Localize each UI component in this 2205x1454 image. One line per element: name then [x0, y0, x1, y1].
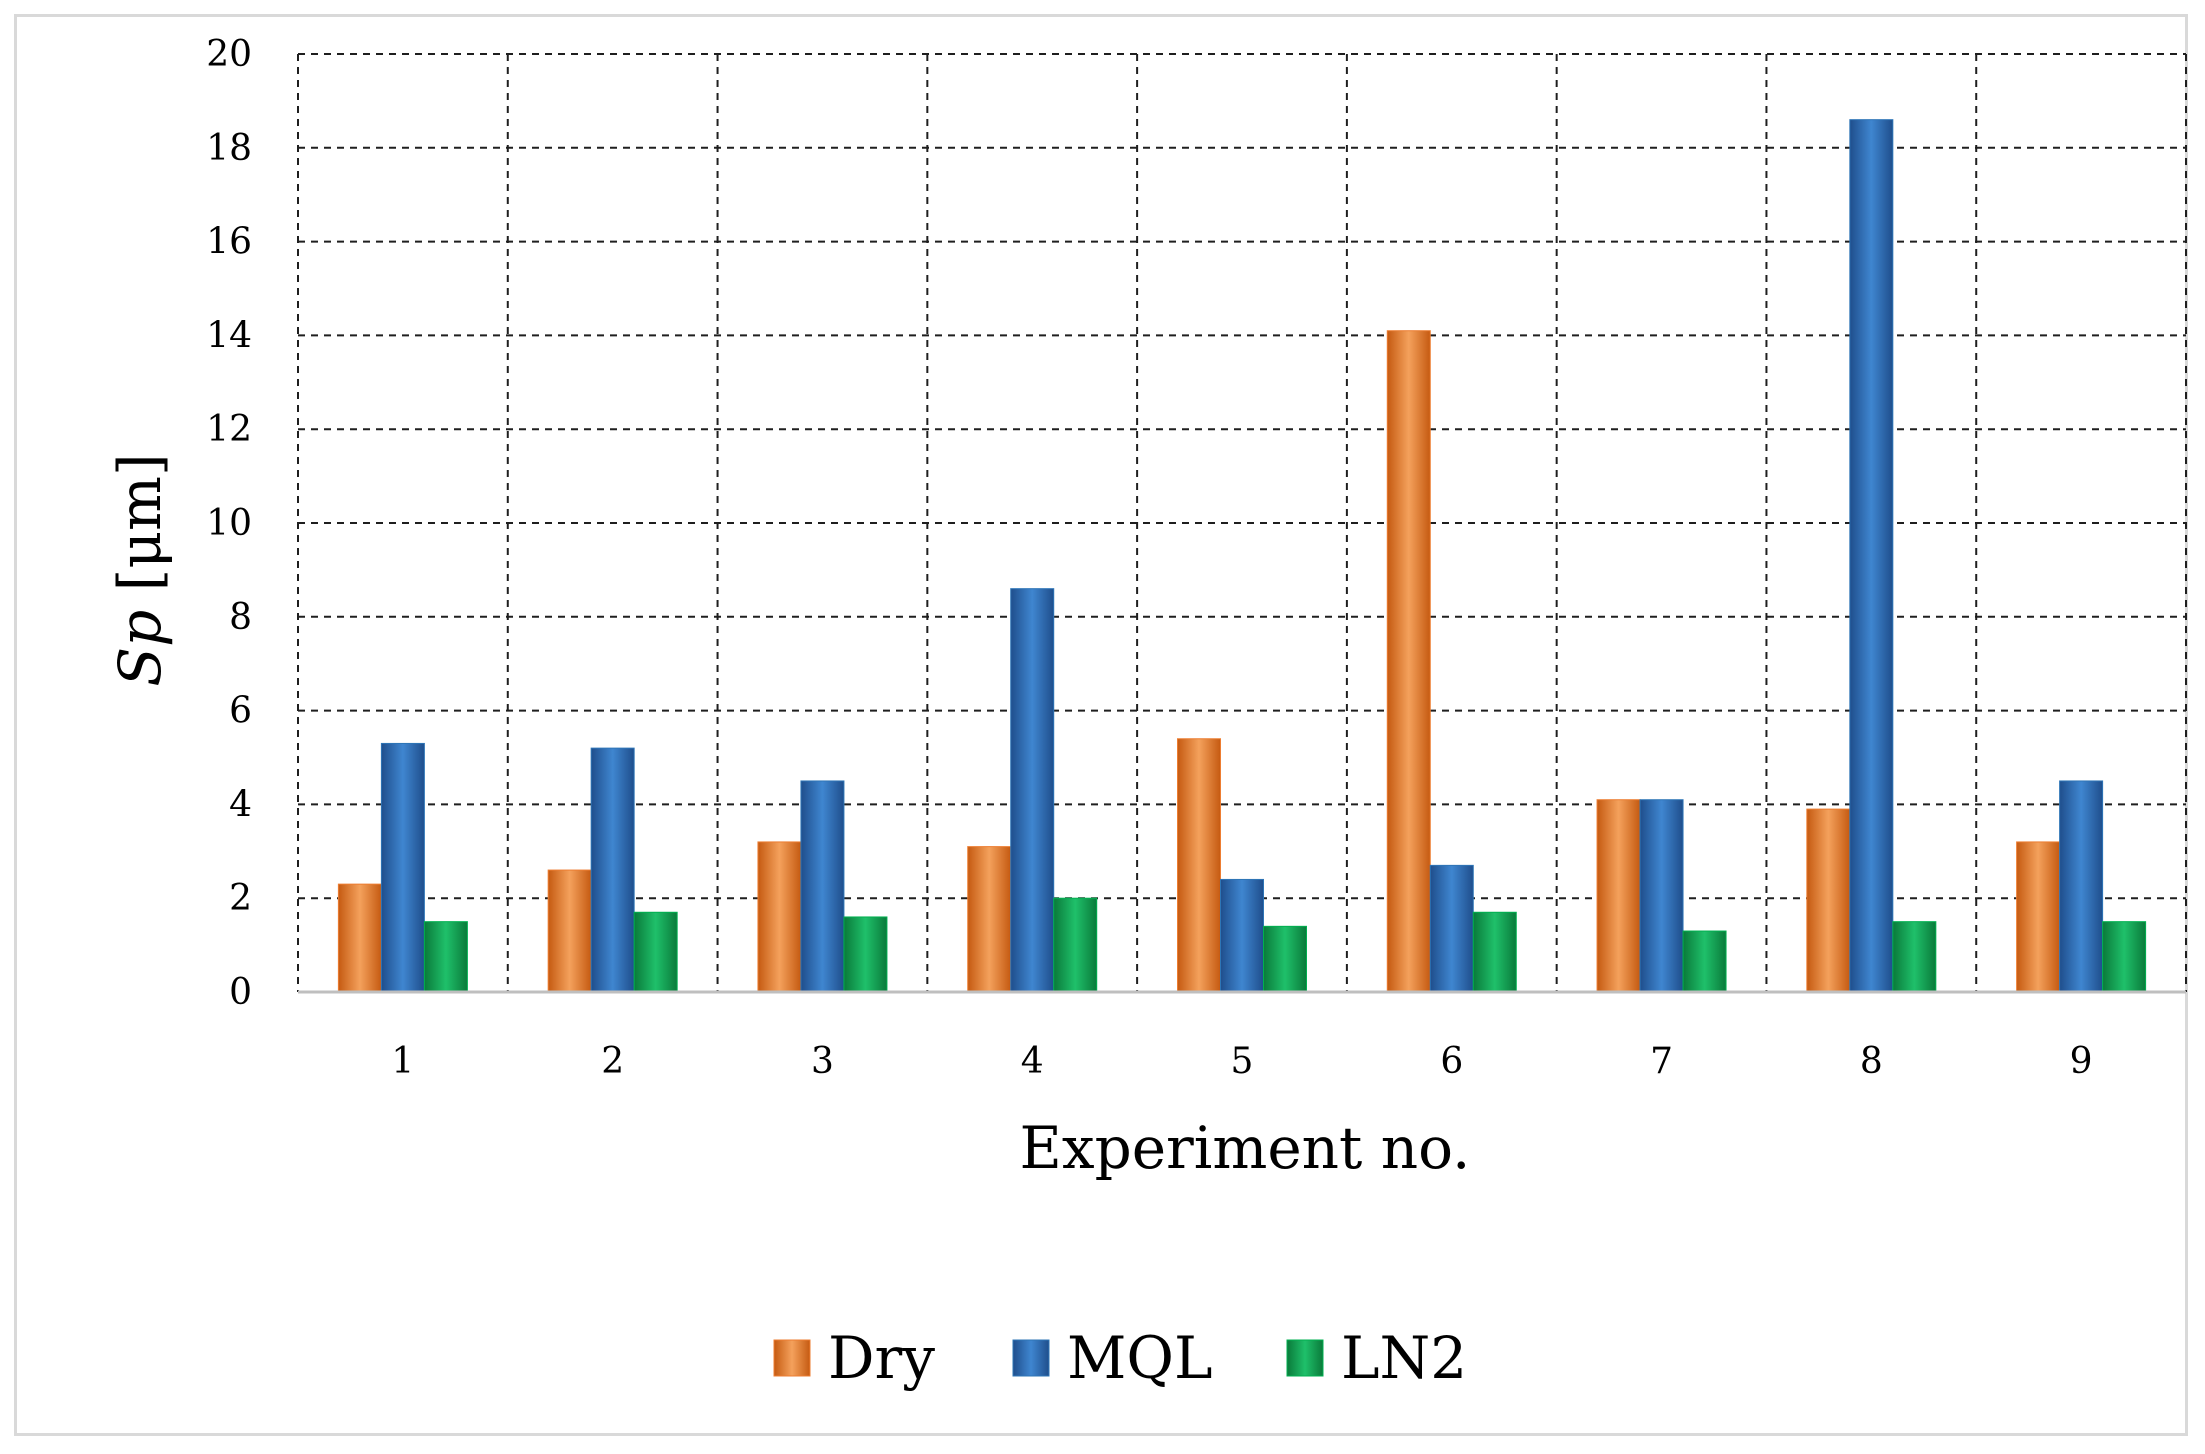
bar-mql-8 — [1849, 119, 1894, 993]
y-tick-label: 16 — [206, 222, 252, 263]
bar-dry-8 — [1806, 808, 1851, 993]
bar-mql-6 — [1429, 864, 1474, 993]
bar-dry-9 — [2016, 841, 2061, 993]
bar-dry-2 — [547, 869, 592, 993]
y-tick-label: 6 — [229, 691, 252, 732]
legend-swatch-ln2 — [1286, 1339, 1324, 1377]
y-axis-title-unit: [μm] — [106, 453, 174, 609]
x-tick-label: 4 — [1021, 1041, 1044, 1082]
bar-dry-7 — [1596, 799, 1641, 993]
bar-dry-4 — [967, 846, 1012, 993]
bar-mql-2 — [590, 747, 635, 993]
y-tick-label: 10 — [206, 503, 252, 544]
y-tick-label: 20 — [206, 34, 252, 75]
y-tick-label: 12 — [206, 409, 252, 450]
y-tick-label: 0 — [229, 972, 252, 1013]
legend-swatch-mql — [1012, 1339, 1050, 1377]
bar-ln2-8 — [1892, 921, 1937, 993]
legend-label-dry: Dry — [828, 1324, 935, 1392]
bar-ln2-7 — [1682, 930, 1727, 993]
x-tick-label: 7 — [1650, 1041, 1673, 1082]
bar-dry-5 — [1177, 738, 1221, 993]
bar-dry-1 — [337, 883, 382, 993]
x-tick-label: 3 — [811, 1041, 834, 1082]
bar-ln2-6 — [1472, 911, 1517, 993]
legend-label-mql: MQL — [1067, 1324, 1212, 1392]
bar-mql-3 — [800, 780, 845, 993]
chart-frame — [14, 14, 2188, 1436]
legend: Dry MQL LN2 — [773, 1324, 1467, 1392]
bar-mql-5 — [1220, 878, 1264, 993]
x-tick-label: 2 — [601, 1041, 624, 1082]
bar-mql-4 — [1010, 588, 1055, 993]
bar-dry-3 — [757, 841, 802, 993]
bar-mql-7 — [1639, 799, 1684, 993]
x-tick-label: 8 — [1860, 1041, 1883, 1082]
y-axis-title: Sp [μm] — [106, 453, 174, 686]
bar-ln2-3 — [843, 916, 888, 993]
bar-mql-9 — [2059, 780, 2104, 993]
bar-ln2-1 — [423, 921, 468, 993]
bar-dry-6 — [1386, 330, 1431, 993]
grid-lines — [297, 53, 2187, 992]
x-tick-label: 9 — [2070, 1041, 2093, 1082]
bar-mql-1 — [380, 742, 425, 993]
x-tick-label: 1 — [391, 1041, 414, 1082]
y-tick-label: 2 — [229, 878, 252, 919]
bar-ln2-9 — [2102, 921, 2147, 993]
x-axis-title: Experiment no. — [1020, 1114, 1471, 1182]
bar-ln2-4 — [1053, 897, 1098, 993]
bars — [337, 119, 2147, 993]
legend-swatch-dry — [773, 1339, 811, 1377]
y-tick-label: 4 — [229, 784, 252, 825]
x-tick-label: 5 — [1231, 1041, 1254, 1082]
y-tick-label: 18 — [206, 128, 252, 169]
bar-ln2-2 — [633, 911, 678, 993]
y-tick-label: 8 — [229, 597, 252, 638]
y-axis-title-symbol: Sp — [106, 610, 174, 687]
x-tick-label: 6 — [1440, 1041, 1463, 1082]
bar-ln2-5 — [1263, 925, 1307, 993]
legend-label-ln2: LN2 — [1341, 1324, 1467, 1392]
y-tick-label: 14 — [206, 315, 252, 356]
